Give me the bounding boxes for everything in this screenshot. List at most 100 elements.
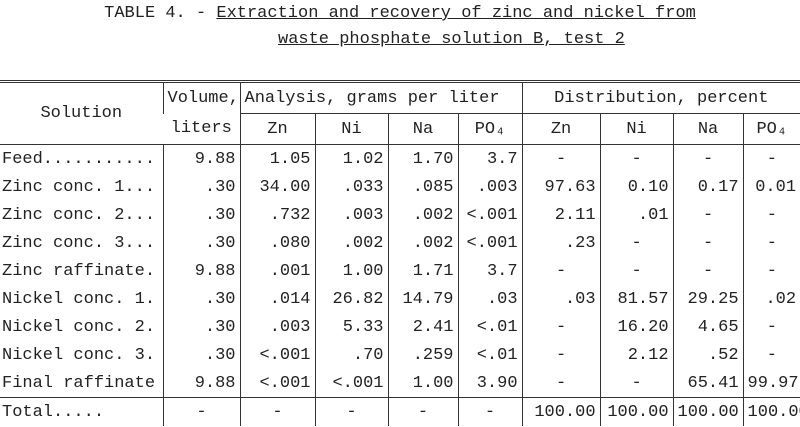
cell: .30 (162, 201, 240, 229)
cell: - (672, 144, 744, 173)
cell: 5.33 (314, 313, 388, 341)
header-cell: Ni (314, 113, 388, 145)
header-cell: liters (163, 113, 240, 145)
row-label: Final raffinate (2, 373, 156, 393)
cell: 100.00 (742, 397, 800, 426)
cell: 3.7 (457, 257, 523, 285)
table-row: Zinc conc. 2... .30.732.003.002 <.001 2.11.… (0, 201, 800, 229)
cell: - (672, 257, 744, 285)
cell: .085 (387, 173, 458, 201)
cell: - (672, 229, 744, 257)
header-cell: Na (387, 113, 458, 145)
cell: .30 (162, 341, 240, 369)
title-line-1: TABLE 4. - Extraction and recovery of zi… (0, 4, 800, 23)
cell: <.01 (457, 341, 523, 369)
header-row: liters Zn Ni Na PO₄ Zn Ni Na PO₄ (0, 113, 800, 145)
cell: .033 (314, 173, 388, 201)
cell: .23 (521, 229, 601, 257)
cell: .003 (314, 201, 388, 229)
table-body: Feed........... 9.88 1.05 1.02 1.70 3.7- - - - Zi… (0, 144, 800, 426)
cell: - (239, 397, 315, 426)
cell: .30 (162, 285, 240, 313)
cell: - (742, 201, 800, 229)
cell: - (742, 229, 800, 257)
table-row: Zinc raffinate. 9.88.001 1.00 1.71 3.7- - - - (0, 257, 800, 285)
cell: 1.70 (387, 144, 458, 173)
table-row: Feed........... 9.88 1.05 1.02 1.70 3.7- - - - (0, 144, 800, 173)
cell: <.001 (457, 229, 523, 257)
cell: - (521, 257, 601, 285)
cell: 0.17 (672, 173, 744, 201)
cell: 100.00 (599, 397, 674, 426)
header-cell: Na (672, 113, 744, 145)
cell: 2.41 (387, 313, 458, 341)
cell: .30 (162, 313, 240, 341)
cell: - (457, 397, 523, 426)
cell: 1.71 (387, 257, 458, 285)
cell: - (521, 313, 601, 341)
cell: - (742, 313, 800, 341)
cell: 9.88 (162, 144, 240, 173)
cell: 81.57 (599, 285, 674, 313)
cell: 2.12 (599, 341, 674, 369)
row-label: Feed........... (2, 149, 156, 169)
table-label: TABLE 4. - (104, 4, 207, 23)
header-cell: Volume, (162, 80, 240, 114)
cell: .002 (314, 229, 388, 257)
cell: 16.20 (599, 313, 674, 341)
cell: 0.01 (742, 173, 800, 201)
cell: .002 (387, 201, 458, 229)
header-cell: Distribution, percent (521, 80, 800, 114)
cell: 9.88 (162, 369, 240, 398)
header-row: Solution Volume, Analysis, grams per lit… (0, 80, 800, 145)
cell: 99.97 (742, 369, 800, 398)
cell: .03 (457, 285, 523, 313)
row-label: Zinc conc. 1... (2, 177, 156, 197)
cell: - (387, 397, 458, 426)
cell: 2.11 (521, 201, 601, 229)
cell: - (599, 369, 674, 398)
cell: - (742, 257, 800, 285)
table-row: Nickel conc. 3. .30 <.001.70.259 <.01-2.12.… (0, 341, 800, 369)
cell: .259 (387, 341, 458, 369)
header-cell: Zn (239, 113, 315, 145)
cell: <.001 (314, 369, 388, 398)
title-line-2: waste phosphate solution B, test 2 (278, 30, 625, 49)
cell: 100.00 (672, 397, 744, 426)
cell: .52 (672, 341, 744, 369)
row-label: Zinc raffinate. (2, 261, 156, 281)
cell: .002 (387, 229, 458, 257)
row-label: Zinc conc. 2... (2, 205, 156, 225)
cell: .30 (162, 173, 240, 201)
cell: - (672, 201, 744, 229)
table-row: Nickel conc. 1. .30.014 26.82 14.79.03.03 81… (0, 285, 800, 313)
header-cell: PO₄ (742, 113, 800, 145)
cell: .70 (314, 341, 388, 369)
table-row: Zinc conc. 3... .30.080.002.002 <.001.23- -… (0, 229, 800, 257)
cell: 65.41 (672, 369, 744, 398)
cell: 9.88 (162, 257, 240, 285)
cell: <.01 (457, 313, 523, 341)
cell: 29.25 (672, 285, 744, 313)
table-row: Nickel conc. 2. .30.003 5.33 2.41 <.01-16.20… (0, 313, 800, 341)
cell: .003 (239, 313, 315, 341)
cell: 100.00 (521, 397, 601, 426)
cell: .732 (239, 201, 315, 229)
cell: .080 (239, 229, 315, 257)
table-row: Final raffinate 9.88 <.001 <.001 1.00 3.90- -6… (0, 369, 800, 398)
cell: - (521, 144, 601, 173)
cell: 4.65 (672, 313, 744, 341)
table-row: Zinc conc. 1... .30 34.00.033.085.003 97.63… (0, 173, 800, 201)
row-label: Nickel conc. 1. (2, 289, 156, 309)
header-cell: PO₄ (457, 113, 523, 145)
header-cell: Analysis, grams per liter (239, 80, 523, 114)
cell: <.001 (239, 369, 315, 398)
cell: 1.05 (239, 144, 315, 173)
header-cell: Zn (521, 113, 601, 145)
cell: - (599, 144, 674, 173)
cell: - (162, 397, 240, 426)
cell: .003 (457, 173, 523, 201)
cell: 1.02 (314, 144, 388, 173)
